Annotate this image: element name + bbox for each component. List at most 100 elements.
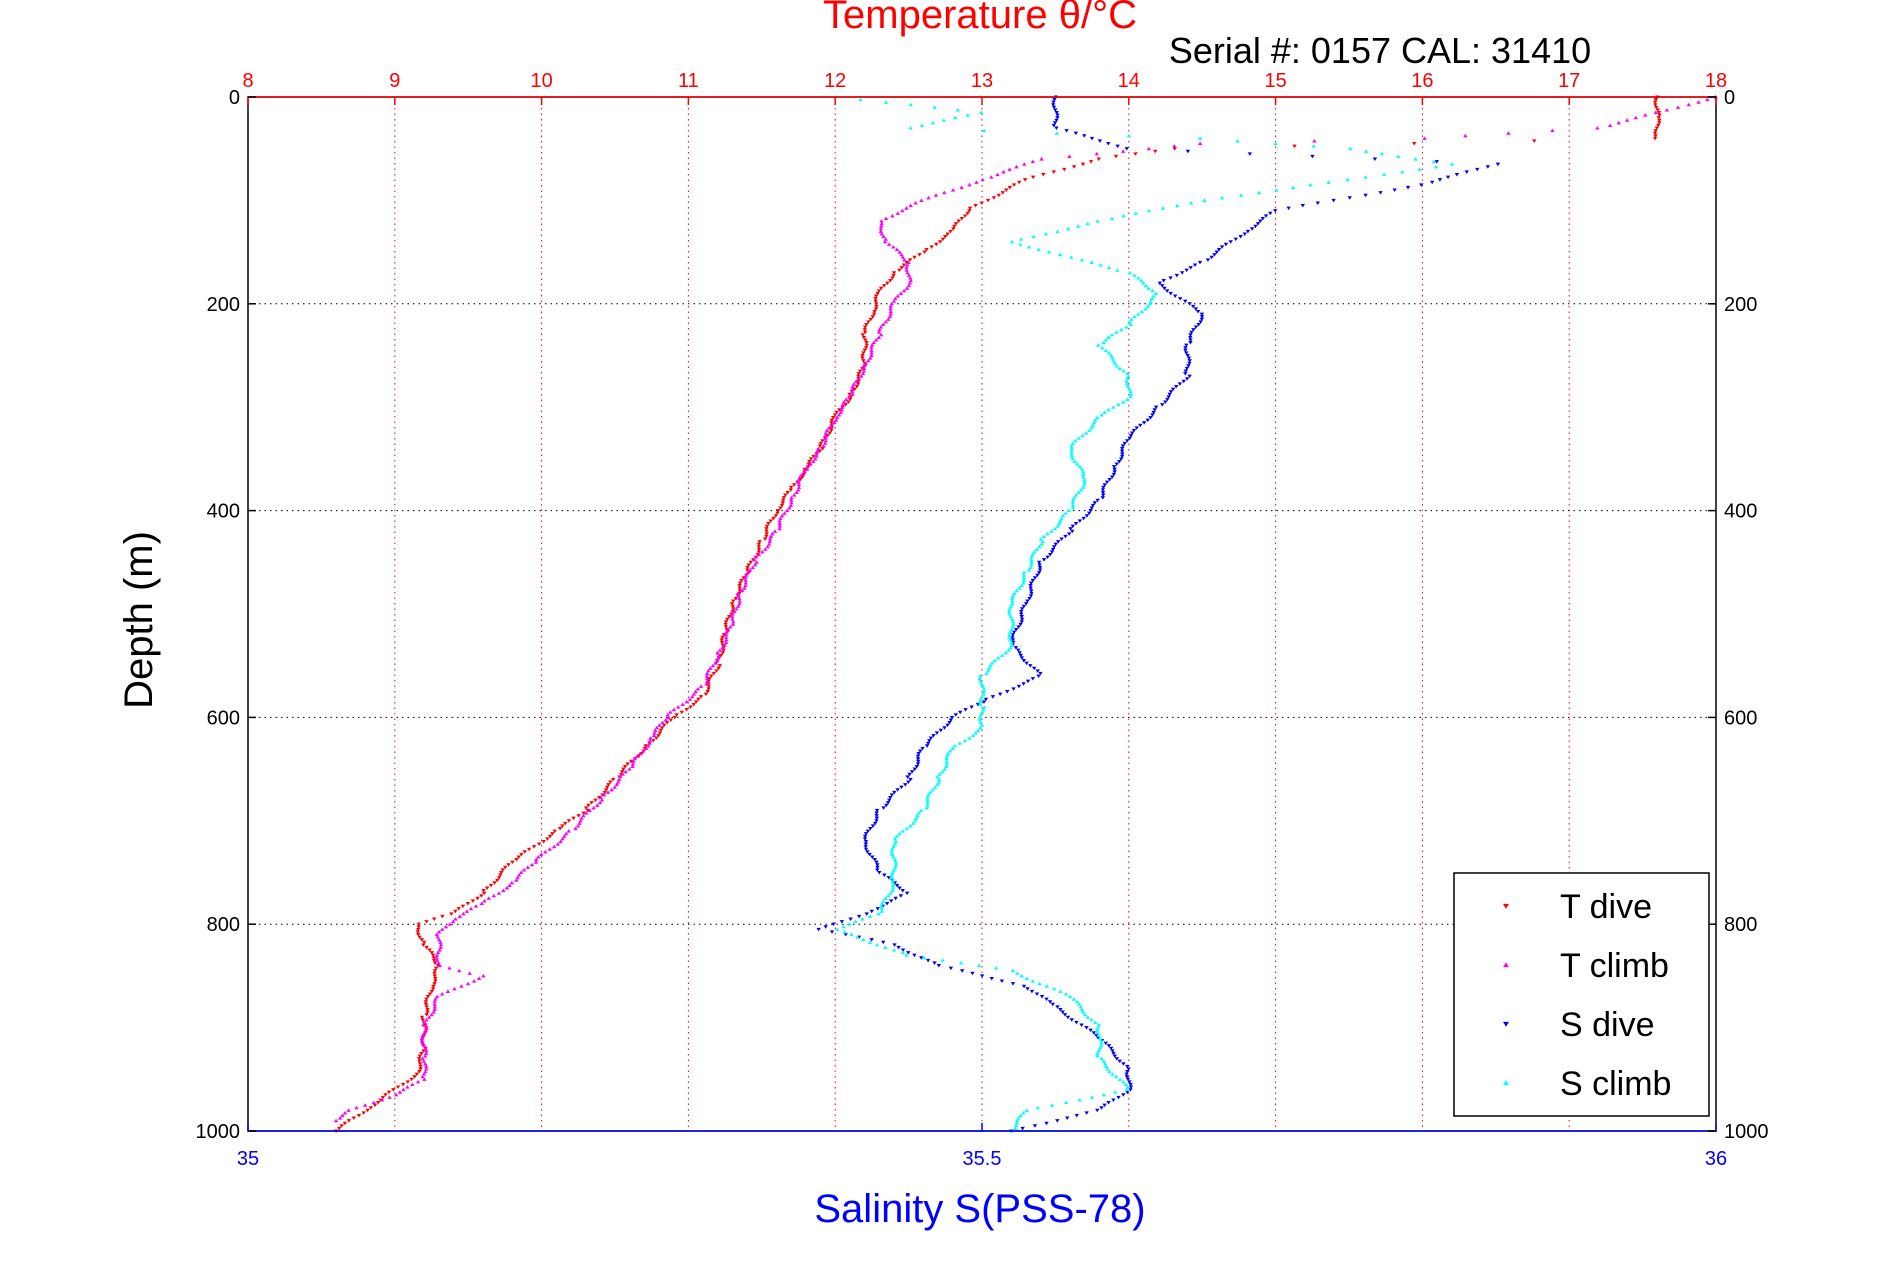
data-point xyxy=(1096,1023,1102,1027)
depth-tick-label-right: 200 xyxy=(1724,294,1757,316)
data-point xyxy=(981,700,987,704)
data-point xyxy=(1021,604,1027,609)
data-point xyxy=(1290,185,1296,190)
data-point xyxy=(450,919,456,924)
data-point xyxy=(900,829,906,833)
data-point xyxy=(1065,1015,1071,1020)
data-point xyxy=(1071,165,1077,169)
data-point xyxy=(1175,203,1180,208)
data-point xyxy=(1101,1059,1107,1063)
data-point xyxy=(1145,418,1150,423)
data-point xyxy=(431,958,437,963)
data-point xyxy=(1102,1103,1107,1108)
data-point xyxy=(1044,1121,1049,1126)
data-point xyxy=(948,718,954,722)
data-point xyxy=(1119,327,1124,332)
data-point xyxy=(1026,568,1032,572)
data-point xyxy=(504,886,510,890)
data-point xyxy=(716,653,721,657)
data-point xyxy=(429,1012,434,1017)
data-point xyxy=(944,756,949,761)
data-point xyxy=(1184,377,1190,381)
data-point xyxy=(647,738,653,743)
data-point xyxy=(1007,185,1013,190)
data-point xyxy=(756,547,762,552)
data-point xyxy=(675,705,681,709)
data-point xyxy=(1090,423,1096,427)
data-point xyxy=(693,700,699,704)
data-point xyxy=(434,932,439,937)
data-point xyxy=(1006,648,1011,652)
data-point xyxy=(864,912,869,916)
data-point xyxy=(425,1007,430,1012)
data-point xyxy=(1080,469,1086,474)
data-point xyxy=(860,917,865,921)
data-point xyxy=(848,917,853,922)
data-point xyxy=(791,483,797,487)
data-point xyxy=(1037,563,1042,567)
data-point xyxy=(1076,436,1081,440)
data-point xyxy=(1055,1005,1060,1009)
data-point xyxy=(764,527,769,531)
data-point xyxy=(405,1085,410,1089)
data-point xyxy=(1009,640,1014,644)
data-point xyxy=(730,604,736,609)
data-point xyxy=(500,868,506,872)
data-point xyxy=(583,806,589,810)
data-point xyxy=(1035,573,1040,578)
data-point xyxy=(1007,630,1013,634)
data-point xyxy=(622,764,628,769)
data-point xyxy=(900,950,905,955)
data-point xyxy=(423,1069,428,1074)
data-point xyxy=(460,904,466,909)
data-point xyxy=(873,307,879,311)
data-point xyxy=(436,929,442,934)
data-point xyxy=(915,762,921,766)
data-point xyxy=(1073,438,1078,443)
data-point xyxy=(1653,110,1658,115)
data-point xyxy=(981,686,987,691)
data-point xyxy=(506,863,511,867)
data-point xyxy=(1655,108,1660,112)
data-point xyxy=(644,746,649,750)
data-point xyxy=(557,827,563,831)
data-point xyxy=(1193,307,1199,311)
data-point xyxy=(893,839,899,844)
data-point xyxy=(829,421,834,425)
data-point xyxy=(547,847,552,851)
data-point xyxy=(1161,278,1166,283)
data-point xyxy=(1119,447,1125,451)
data-point xyxy=(763,547,768,551)
data-point xyxy=(1069,443,1074,448)
data-point xyxy=(1051,545,1057,549)
data-point xyxy=(1168,291,1173,296)
data-point xyxy=(663,718,669,722)
data-point xyxy=(424,1005,429,1009)
data-point xyxy=(945,723,950,728)
data-point xyxy=(888,306,893,311)
data-point xyxy=(695,686,701,691)
data-point xyxy=(1141,281,1146,285)
data-point xyxy=(1057,521,1062,526)
data-point xyxy=(1168,276,1173,280)
data-point xyxy=(637,751,643,756)
data-point xyxy=(680,702,685,707)
data-point xyxy=(1082,134,1087,138)
data-point xyxy=(432,969,438,973)
data-point xyxy=(365,1108,370,1113)
data-point xyxy=(719,640,725,645)
data-point xyxy=(467,971,472,975)
data-point xyxy=(883,319,889,324)
data-point xyxy=(1256,190,1262,195)
data-point xyxy=(1081,516,1086,521)
data-point xyxy=(739,578,744,583)
data-point xyxy=(1030,677,1036,681)
data-point xyxy=(1010,599,1015,603)
data-point xyxy=(604,788,609,792)
data-point xyxy=(412,1075,417,1079)
data-point xyxy=(1112,361,1117,365)
data-point xyxy=(684,699,689,704)
data-point xyxy=(870,824,876,828)
data-point xyxy=(1100,490,1106,495)
data-point xyxy=(888,795,893,800)
